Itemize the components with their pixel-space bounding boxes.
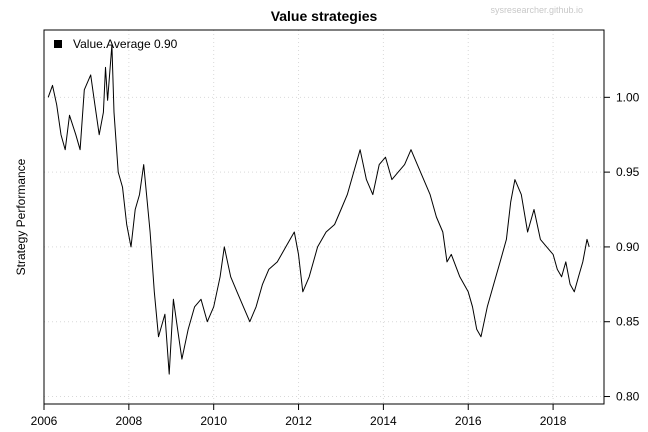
x-tick-label: 2010 (200, 414, 227, 428)
x-tick-label: 2016 (455, 414, 482, 428)
y-tick-label: 0.85 (616, 315, 640, 329)
series-layer (47, 44, 590, 375)
y-axis-label: Strategy Performance (14, 158, 28, 275)
chart-title: Value strategies (271, 8, 378, 24)
x-tick-label: 2006 (31, 414, 58, 428)
x-tick-label: 2018 (540, 414, 567, 428)
legend-label: Value.Average 0.90 (73, 37, 178, 51)
y-axis: 0.80 0.85 0.90 0.95 1.00 (604, 90, 640, 404)
series-line (47, 44, 590, 375)
y-tick-label: 1.00 (616, 90, 640, 104)
x-tick-label: 2008 (115, 414, 142, 428)
watermark: sysresearcher.github.io (490, 5, 583, 15)
y-tick-label: 0.80 (616, 390, 640, 404)
y-tick-label: 0.90 (616, 240, 640, 254)
y-tick-label: 0.95 (616, 165, 640, 179)
plot-frame (43, 29, 605, 405)
x-axis: 2006 2008 2010 2012 2014 2016 2018 (31, 404, 567, 428)
legend-swatch (54, 40, 62, 48)
grid (43, 30, 604, 404)
x-tick-label: 2012 (285, 414, 312, 428)
legend: Value.Average 0.90 (54, 37, 178, 51)
x-tick-label: 2014 (370, 414, 397, 428)
